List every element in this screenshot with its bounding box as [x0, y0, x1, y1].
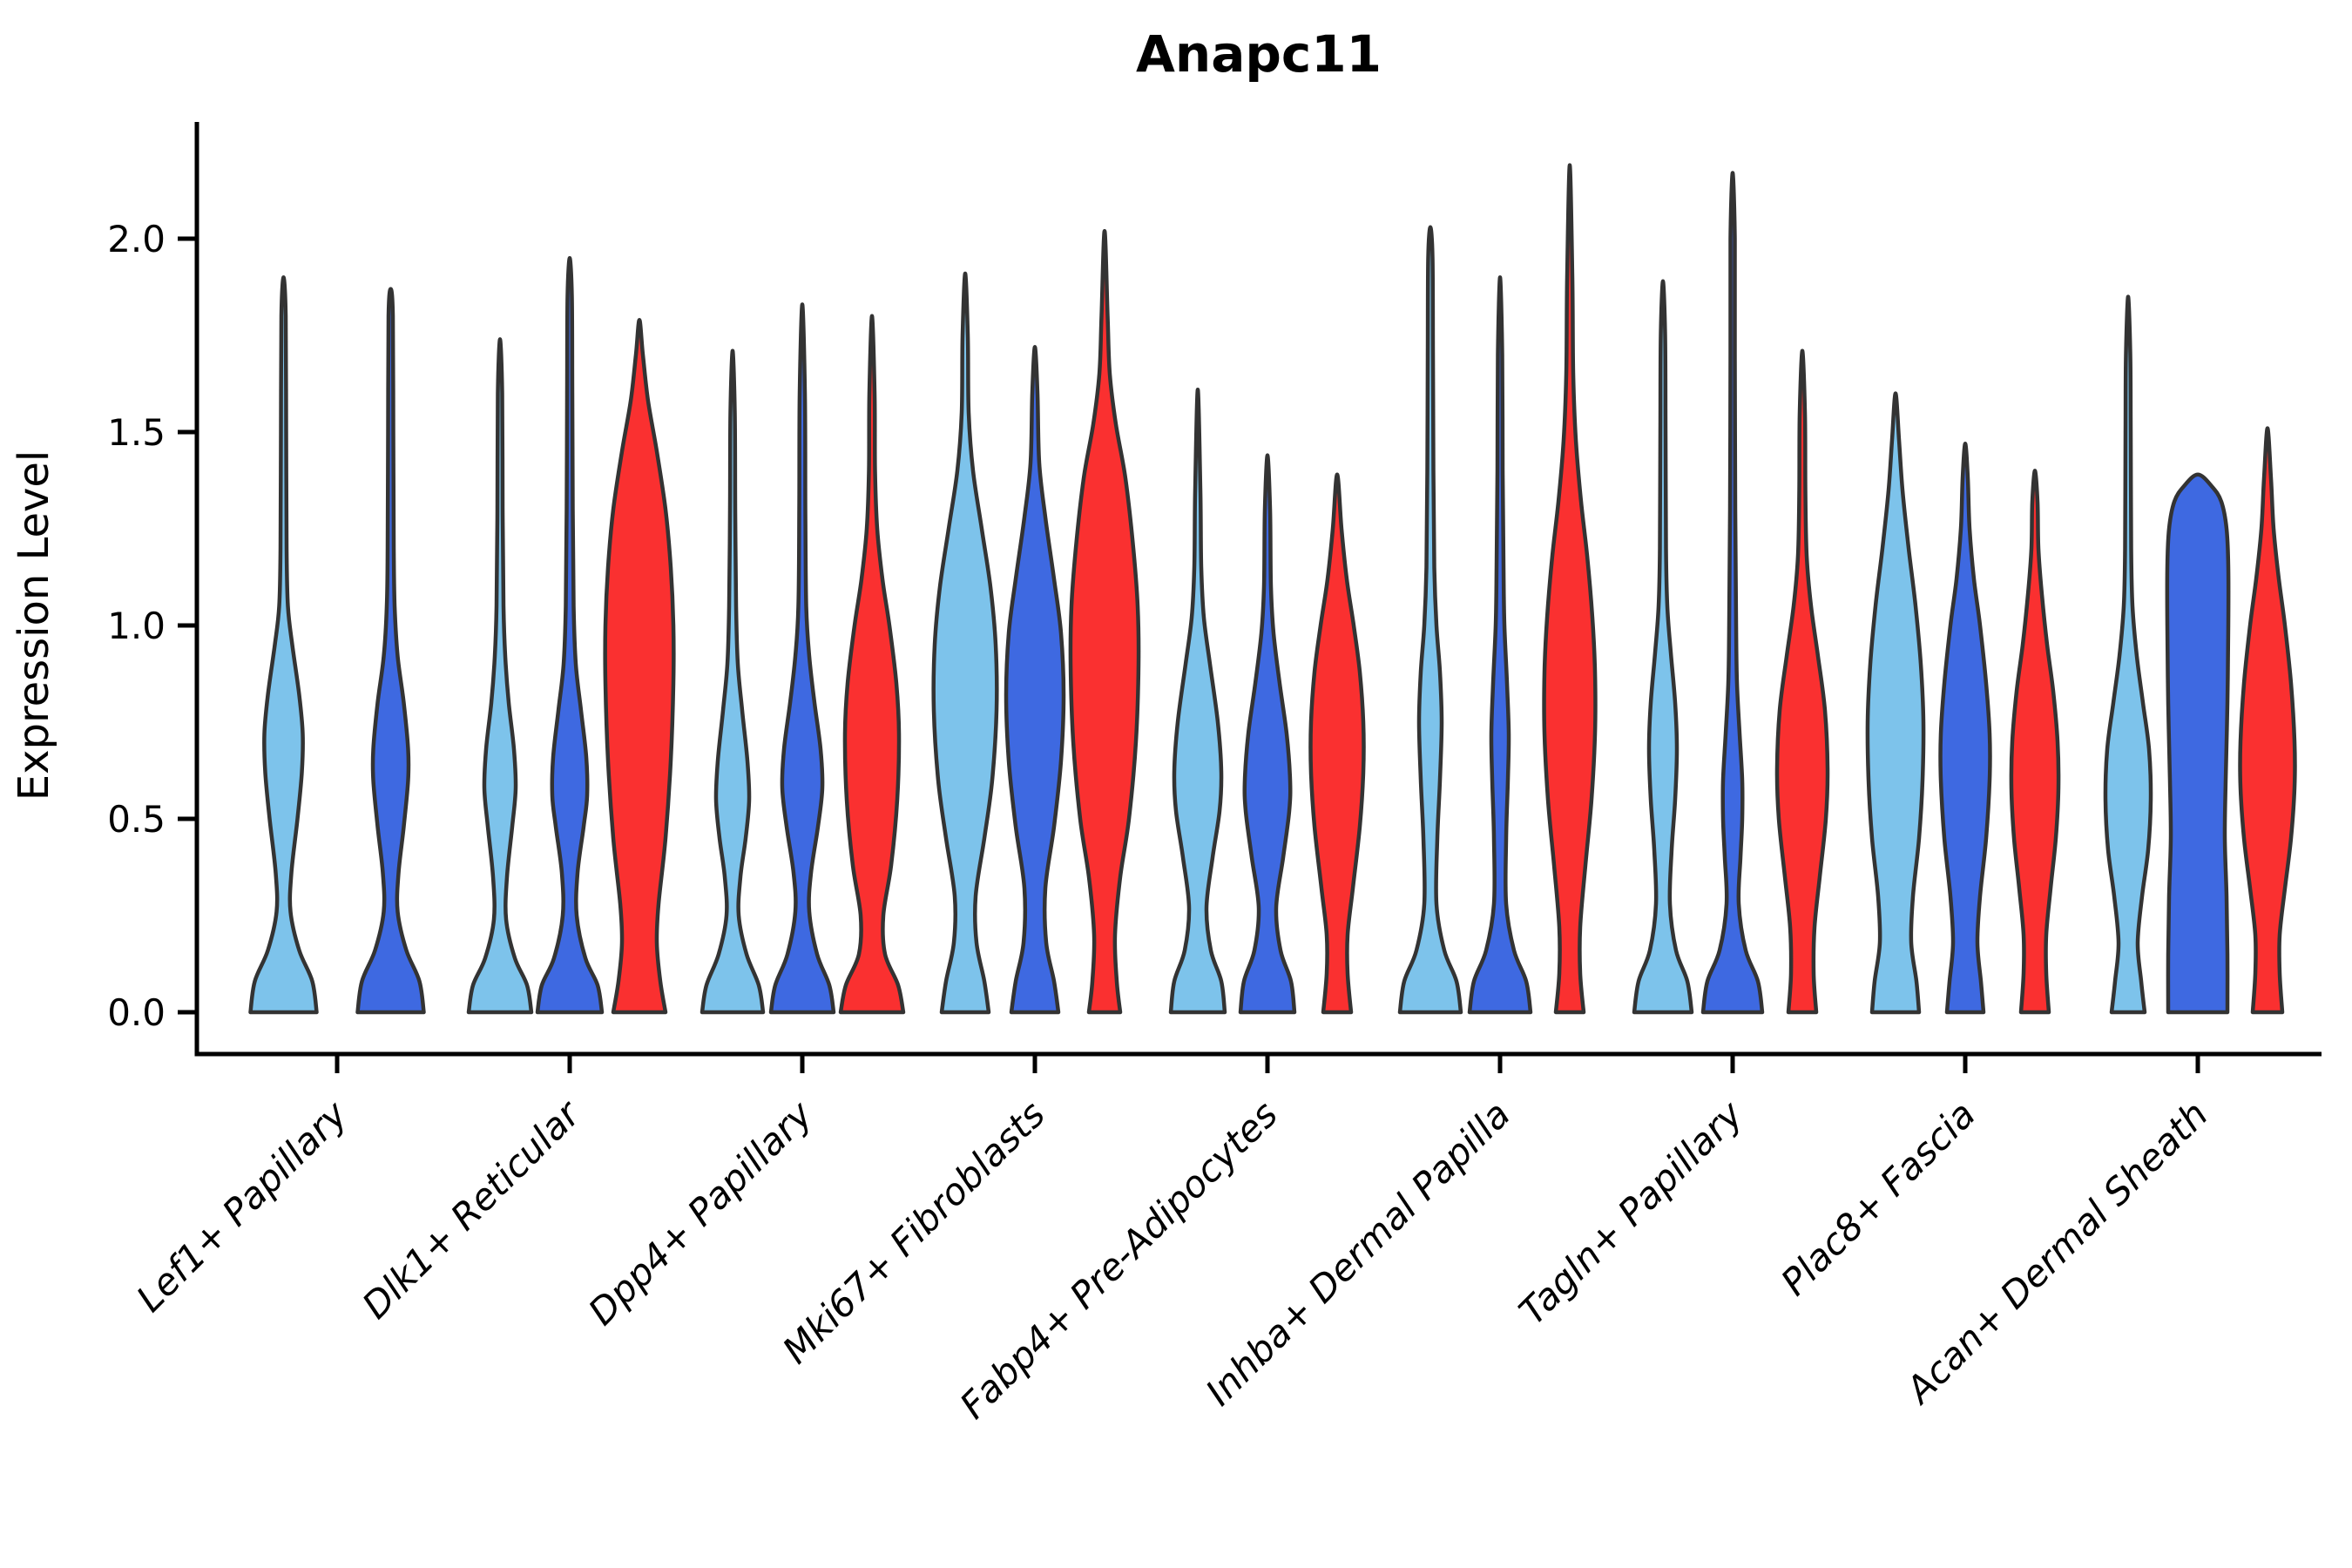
y-tick-label: 1.0	[107, 605, 166, 647]
y-axis-label: Expression Level	[10, 450, 58, 801]
violin-mki67-fibroblasts-red	[1068, 228, 1141, 1015]
violin-tagln-papillary-royal-blue	[1700, 171, 1765, 1015]
violin-tagln-papillary-light-blue	[1632, 279, 1694, 1015]
y-tick-label: 1.5	[107, 411, 166, 454]
violin-inhba-dermal-papilla-light-blue	[1397, 225, 1463, 1015]
violin-plac8-fascia-light-blue	[1865, 391, 1926, 1015]
violin-plac8-fascia-red	[2009, 469, 2061, 1015]
violin-dpp4-papillary-light-blue	[700, 348, 766, 1015]
violin-acan-dermal-sheath-royal-blue	[2165, 472, 2231, 1015]
violin-dpp4-papillary-red	[838, 314, 906, 1015]
violin-lef1-papillary-light-blue	[248, 275, 319, 1015]
y-tick-label: 2.0	[107, 218, 166, 260]
violin-dlk1-reticular-royal-blue	[535, 255, 605, 1015]
violin-inhba-dermal-papilla-red	[1542, 163, 1598, 1015]
violin-acan-dermal-sheath-light-blue	[2103, 294, 2153, 1015]
violin-fabp4-pre-adipocytes-red	[1308, 472, 1366, 1015]
y-tick-label: 0.5	[107, 798, 166, 841]
violin-acan-dermal-sheath-red	[2238, 426, 2297, 1015]
violin-lef1-papillary-royal-blue	[355, 287, 426, 1015]
violin-inhba-dermal-papilla-royal-blue	[1467, 275, 1533, 1015]
violin-dlk1-reticular-light-blue	[466, 337, 534, 1015]
violin-fabp4-pre-adipocytes-light-blue	[1168, 387, 1227, 1015]
y-axis: 0.0 0.5 1.0 1.5 2.0	[107, 218, 197, 1034]
violin-tagln-papillary-red	[1774, 348, 1830, 1015]
violin-plac8-fascia-royal-blue	[1938, 442, 1992, 1015]
chart-title: Anapc11	[1136, 24, 1382, 84]
violin-mki67-fibroblasts-light-blue	[931, 271, 999, 1015]
violin-series-group	[248, 163, 2297, 1015]
violin-dlk1-reticular-red	[603, 317, 676, 1015]
y-tick-label: 0.0	[107, 991, 166, 1034]
violin-fabp4-pre-adipocytes-royal-blue	[1238, 453, 1297, 1015]
violin-dpp4-papillary-royal-blue	[768, 302, 836, 1015]
violin-mki67-fibroblasts-royal-blue	[1004, 345, 1066, 1015]
